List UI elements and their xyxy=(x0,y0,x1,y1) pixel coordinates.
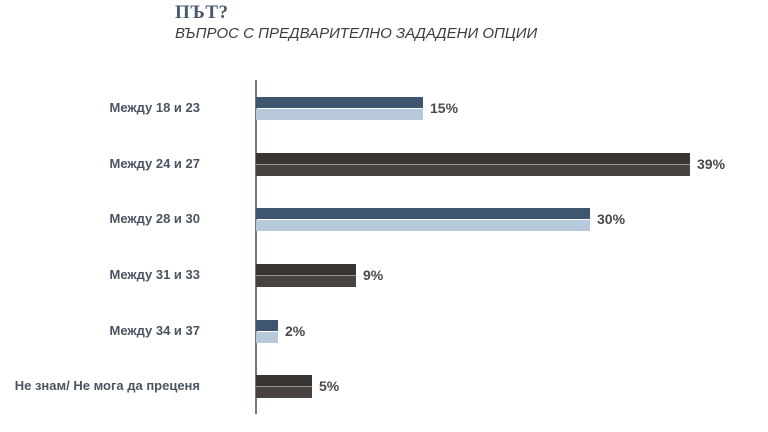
category-label: Между 31 и 33 xyxy=(109,267,201,282)
bar-segment-top xyxy=(256,153,690,164)
value-label: 9% xyxy=(363,267,384,283)
bar-row: Не знам/ Не мога да преценя 5% xyxy=(0,375,768,399)
bar-separator xyxy=(256,386,312,387)
bar xyxy=(256,375,312,399)
bar-row: Между 28 и 30 30% xyxy=(0,208,768,232)
bar-segment-bottom xyxy=(256,387,312,398)
bar-segment-bottom xyxy=(256,165,690,176)
bar-row: Между 18 и 23 15% xyxy=(0,97,768,121)
value-label: 2% xyxy=(285,323,306,339)
value-label: 30% xyxy=(597,211,626,227)
category-label: Между 18 и 23 xyxy=(109,100,201,115)
category-label: Между 34 и 37 xyxy=(109,323,201,338)
category-label: Между 24 и 27 xyxy=(109,156,201,171)
bar-segment-top xyxy=(256,264,356,275)
bar-segment-top xyxy=(256,375,312,386)
bar-row: Между 31 и 33 9% xyxy=(0,264,768,288)
bar-segment-top xyxy=(256,320,278,331)
bar xyxy=(256,97,423,121)
value-label: 15% xyxy=(430,100,459,116)
chart-subtitle: ВЪПРОС С ПРЕДВАРИТЕЛНО ЗАДАДЕНИ ОПЦИИ xyxy=(175,25,538,42)
category-label: Между 28 и 30 xyxy=(109,211,201,226)
bar xyxy=(256,208,590,232)
chart-title: ПЪТ? xyxy=(175,2,229,23)
bar-segment-top xyxy=(256,208,590,219)
bar xyxy=(256,264,356,288)
bar-segment-bottom xyxy=(256,276,356,287)
bar-separator xyxy=(256,275,356,276)
category-label: Не знам/ Не мога да преценя xyxy=(14,378,200,393)
bar-row: Между 34 и 37 2% xyxy=(0,320,768,344)
bar-segment-top xyxy=(256,97,423,108)
bar-row: Между 24 и 27 39% xyxy=(0,153,768,177)
value-label: 39% xyxy=(697,156,726,172)
value-label: 5% xyxy=(319,378,340,394)
bar-segment-bottom xyxy=(256,332,278,343)
category-axis-line xyxy=(255,80,257,414)
bar-segment-bottom xyxy=(256,109,423,120)
bar-separator xyxy=(256,164,690,165)
bar xyxy=(256,153,690,177)
bar-segment-bottom xyxy=(256,220,590,231)
bar xyxy=(256,320,278,344)
